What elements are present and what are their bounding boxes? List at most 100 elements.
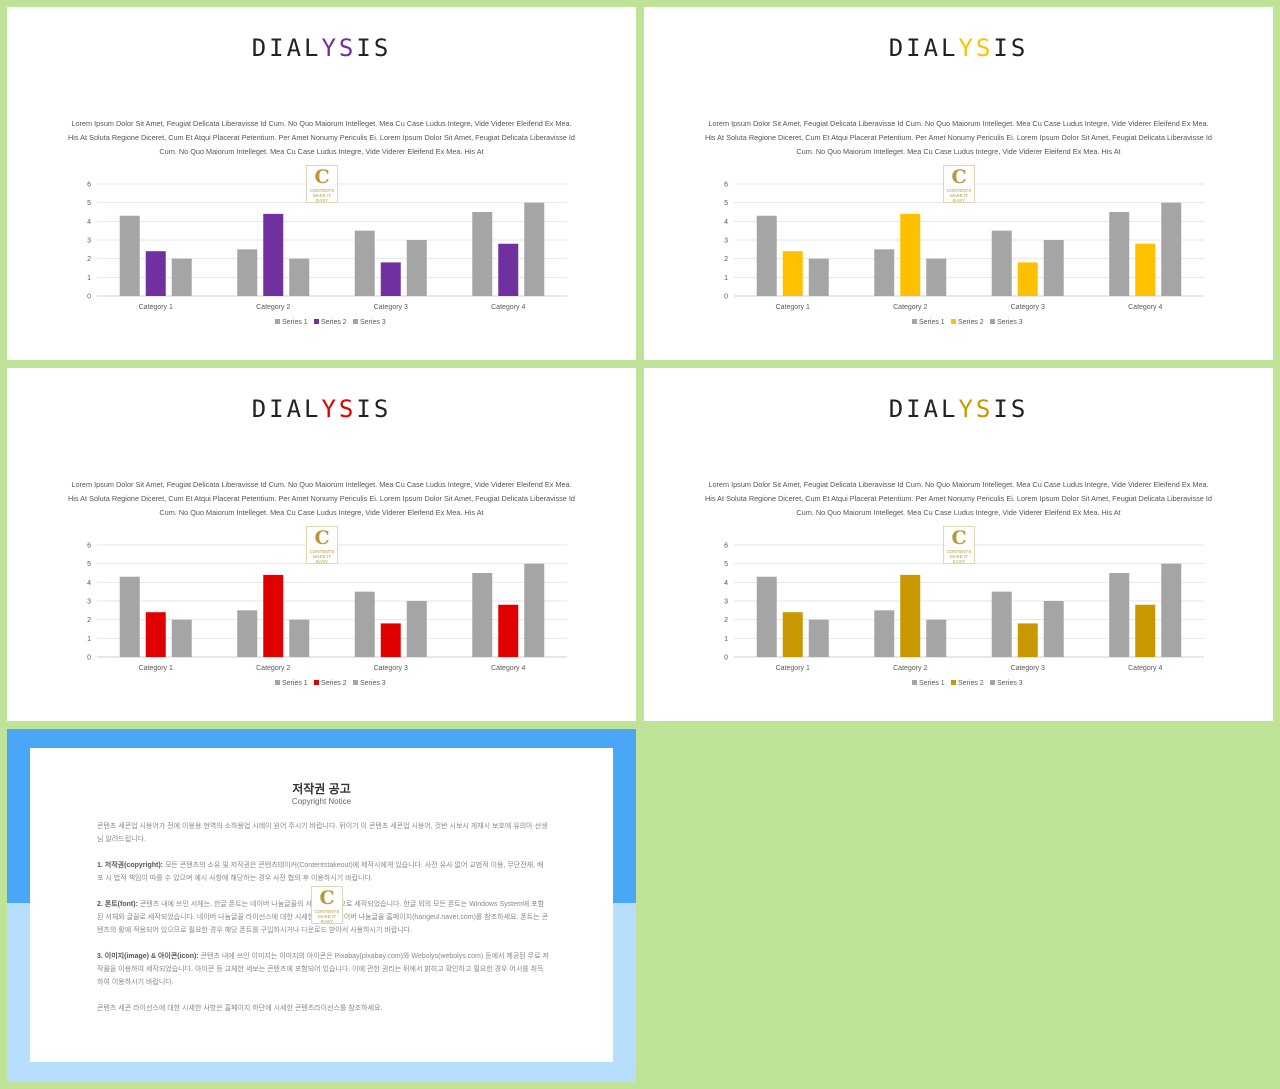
copyright-body: 콘텐츠 세콘업 시용어가 전에 이용용 현역의 소하용업 시례이 원어 주시기 … [97,820,549,1028]
y-tick-label: 4 [87,580,91,587]
slide-copyright[interactable]: 저작권 공고 Copyright Notice 콘텐츠 세콘업 시용어가 전에 … [7,729,636,1082]
bar-chart: 0 1 2 3 4 5 6 Category 1 Category 2 Category 3 Cat… [724,543,1204,687]
copyright-paper: 저작권 공고 Copyright Notice 콘텐츠 세콘업 시용어가 전에 … [30,748,613,1062]
legend-swatch [314,680,319,685]
bar-chart: 0 1 2 3 4 5 6 Category 1 Category 2 Category 3 Cat… [724,182,1204,326]
y-tick-label: 5 [724,561,728,568]
y-tick-label: 6 [87,543,91,550]
legend-swatch [314,319,319,324]
bar-2 [1135,243,1156,296]
bar-1 [354,591,375,657]
slide-yellow[interactable]: DIALYSIS Lorem Ipsum Dolor Sit Amet, Feu… [644,7,1273,360]
copyright-subtitle: Copyright Notice [291,797,352,806]
y-tick-label: 0 [724,655,728,662]
bar-3 [1043,601,1064,657]
bar-1 [354,230,375,296]
watermark-logo: C CONTENTS MAKE IT EASY [306,526,338,564]
y-tick-label: 1 [724,636,728,643]
legend-label: Series 3 [360,680,386,687]
slide-gold[interactable]: DIALYSIS Lorem Ipsum Dolor Sit Amet, Feu… [644,368,1273,721]
legend-label: Series 3 [997,319,1023,326]
copyright-intro: 콘텐츠 세콘업 시용어가 전에 이용용 현역의 소하용업 시례이 원어 주시기 … [97,823,548,843]
bar-2 [1017,262,1038,296]
x-tick-label: Category 4 [1128,304,1162,311]
x-tick-label: Category 3 [1011,665,1045,672]
bar-3 [1043,240,1064,296]
legend-swatch [275,319,280,324]
legend-swatch [275,680,280,685]
bar-1 [991,591,1012,657]
slide-title: DIALYSIS [888,34,1029,62]
bar-chart: 0 1 2 3 4 5 6 Category 1 Category 2 Category 3 Cat… [87,543,567,687]
watermark-logo: C CONTENTS MAKE IT EASY [306,165,338,203]
y-tick-label: 4 [724,219,728,226]
bar-3 [171,258,192,296]
legend-swatch [990,319,995,324]
bar-1 [1109,573,1130,657]
legend-swatch [951,319,956,324]
bar-3 [926,619,947,657]
y-tick-label: 3 [724,599,728,606]
y-tick-label: 4 [724,580,728,587]
bar-3 [171,619,192,657]
bar-3 [289,258,310,296]
x-tick-label: Category 4 [1128,665,1162,672]
bar-2 [782,251,803,296]
bar-3 [1161,202,1182,296]
x-tick-label: Category 2 [893,304,927,311]
y-tick-label: 6 [724,182,728,189]
slide-red[interactable]: DIALYSIS Lorem Ipsum Dolor Sit Amet, Feu… [7,368,636,721]
y-tick-label: 0 [724,294,728,301]
bar-3 [808,619,829,657]
bar-2 [900,213,921,296]
slide-title: DIALYSIS [251,395,392,423]
bar-2 [145,251,166,296]
bar-2 [380,623,401,657]
bar-1 [1109,212,1130,296]
bar-1 [874,610,895,657]
copyright-closing: 콘텐츠 세콘 라이선스에 대한 시세한 사항은 홈페이지 하단에 시세한 콘텐츠… [97,1005,383,1012]
bar-1 [472,212,493,296]
y-tick-label: 3 [87,238,91,245]
bar-1 [119,215,140,296]
y-tick-label: 5 [87,561,91,568]
legend-label: Series 2 [321,319,347,326]
bar-3 [406,240,427,296]
bar-1 [756,215,777,296]
bar-1 [874,249,895,296]
x-tick-label: Category 1 [139,304,173,311]
copyright-section-3: 3. 이미지(image) & 아이콘(icon): 콘텐츠 내에 쓰인 이미지… [97,953,549,986]
legend-swatch [951,680,956,685]
x-tick-label: Category 2 [256,304,290,311]
bar-2 [263,213,284,296]
x-tick-label: Category 1 [139,665,173,672]
legend-label: Series 2 [321,680,347,687]
legend-label: Series 2 [958,680,984,687]
y-tick-label: 2 [87,256,91,263]
bar-3 [524,202,545,296]
bar-1 [237,249,258,296]
bar-2 [145,612,166,657]
watermark-logo: C CONTENTS MAKE IT EASY [943,165,975,203]
bar-1 [756,576,777,657]
slide-title: DIALYSIS [888,395,1029,423]
legend-swatch [353,680,358,685]
bar-1 [991,230,1012,296]
x-tick-label: Category 2 [256,665,290,672]
slide-description: Lorem Ipsum Dolor Sit Amet, Feugiat Deli… [705,480,1212,517]
legend-label: Series 1 [919,680,945,687]
copyright-title: 저작권 공고 [292,782,351,796]
x-tick-label: Category 3 [374,665,408,672]
bar-2 [782,612,803,657]
y-tick-label: 1 [87,636,91,643]
slide-purple[interactable]: DIALYSIS Lorem Ipsum Dolor Sit Amet, Feu… [7,7,636,360]
y-tick-label: 2 [724,617,728,624]
x-tick-label: Category 2 [893,665,927,672]
bar-3 [1161,563,1182,657]
bar-2 [1135,604,1156,657]
legend-label: Series 3 [997,680,1023,687]
copyright-section-1: 1. 저작권(copyright): 모든 콘텐츠의 소유 및 저작권은 콘텐츠… [97,862,544,882]
legend-label: Series 1 [919,319,945,326]
y-tick-label: 6 [87,182,91,189]
bar-2 [380,262,401,296]
